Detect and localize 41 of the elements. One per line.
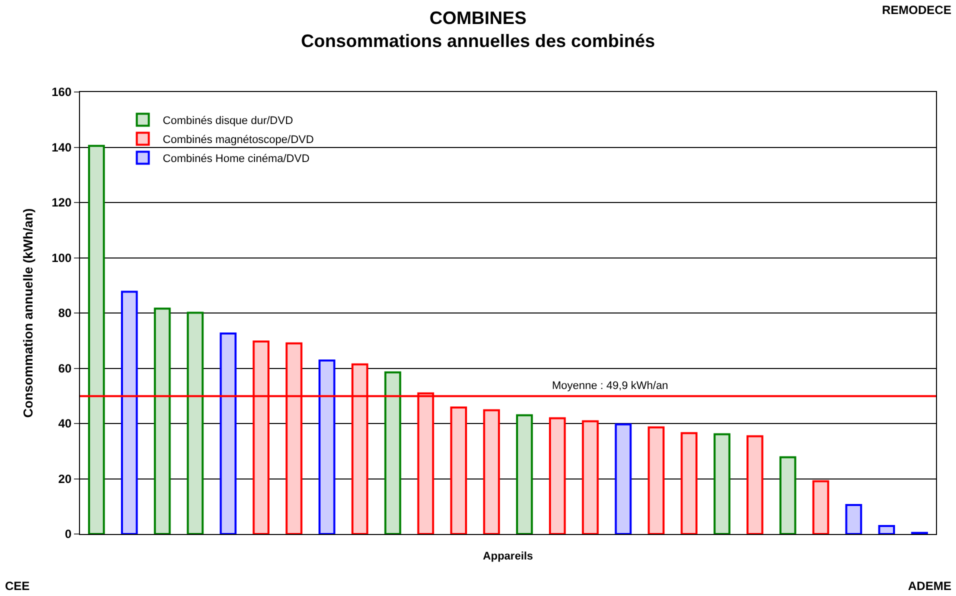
legend-label: Combinés magnétoscope/DVD xyxy=(162,134,314,146)
bar xyxy=(120,290,138,534)
bar xyxy=(450,406,468,534)
bar xyxy=(614,423,632,534)
bar xyxy=(648,426,665,534)
bar xyxy=(582,420,599,534)
legend-label: Combinés disque dur/DVD xyxy=(162,115,294,128)
y-tick-label: 100 xyxy=(52,250,72,265)
x-axis-title: Appareils xyxy=(482,550,534,563)
bar xyxy=(680,432,698,534)
y-tick-label: 140 xyxy=(52,140,72,154)
text: CEE xyxy=(5,579,30,593)
chart-title: COMBINES xyxy=(429,8,527,28)
chart-subtitle: Consommations annuelles des combinés xyxy=(300,31,656,52)
bar xyxy=(812,480,830,534)
text: ADEME xyxy=(908,579,952,593)
y-tick-label: 120 xyxy=(52,196,72,210)
bar xyxy=(318,360,336,534)
ref-line-label: Moyenne : 49,9 kWh/an xyxy=(552,380,668,392)
y-tick-label: 80 xyxy=(58,306,72,320)
bar xyxy=(878,524,896,534)
legend-label: Combinés Home cinéma/DVD xyxy=(162,153,310,166)
bar xyxy=(384,371,402,534)
y-axis-title: Consommation annuelle (kWh/an) xyxy=(20,208,36,418)
bar xyxy=(88,144,105,534)
y-tick-label: 0 xyxy=(64,527,72,542)
bar xyxy=(746,435,764,534)
bar xyxy=(483,409,500,534)
y-tick-label: 40 xyxy=(58,416,72,431)
y-tick-label: 60 xyxy=(58,361,72,376)
bar xyxy=(845,504,862,534)
y-tick-label: 20 xyxy=(58,472,72,486)
bar xyxy=(548,417,566,534)
bar xyxy=(779,456,796,534)
text: REMODECE xyxy=(882,3,952,17)
bar xyxy=(186,312,204,534)
y-tick-label: 160 xyxy=(52,85,72,100)
bar xyxy=(516,414,533,534)
bar xyxy=(154,308,171,534)
bar xyxy=(714,433,730,534)
bar xyxy=(220,332,237,534)
